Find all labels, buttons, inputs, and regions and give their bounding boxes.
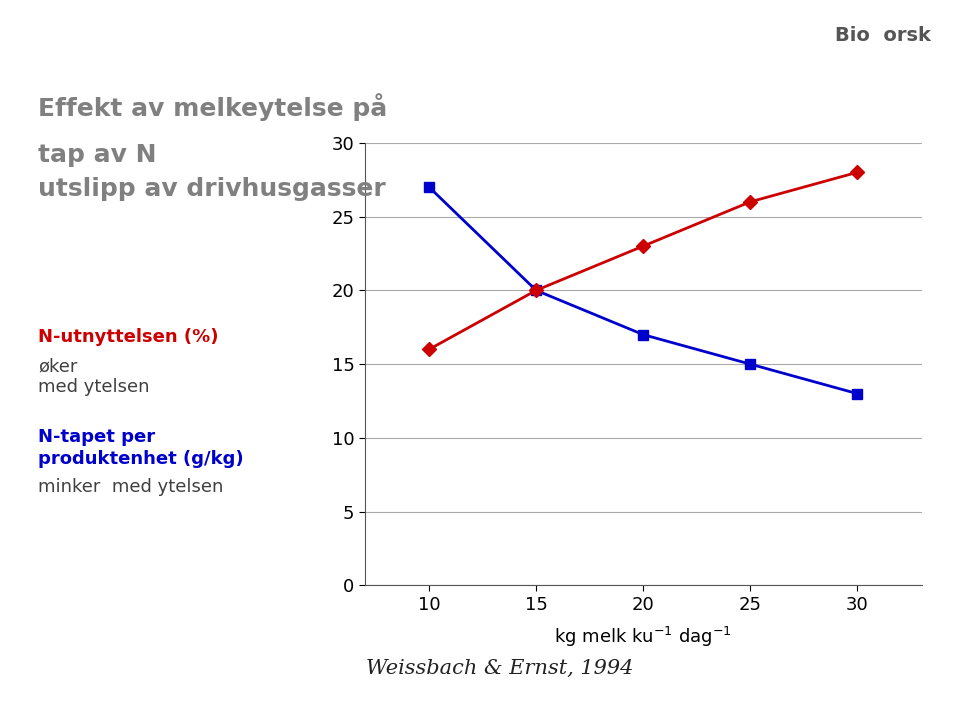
Text: minker  med ytelsen: minker med ytelsen	[38, 478, 224, 496]
Text: N-utnyttelsen (%): N-utnyttelsen (%)	[38, 328, 219, 346]
Text: med ytelsen: med ytelsen	[38, 378, 150, 396]
Text: Bio  orsk: Bio orsk	[835, 26, 931, 45]
Text: N-tapet per: N-tapet per	[38, 428, 156, 446]
Text: øker: øker	[38, 357, 78, 375]
Text: produktenhet (g/kg): produktenhet (g/kg)	[38, 450, 244, 468]
Text: utslipp av drivhusgasser: utslipp av drivhusgasser	[38, 177, 386, 201]
Text: Effekt av melkeytelse på: Effekt av melkeytelse på	[38, 93, 388, 121]
Text: tap av N: tap av N	[38, 143, 156, 167]
X-axis label: kg melk ku$^{-1}$ dag$^{-1}$: kg melk ku$^{-1}$ dag$^{-1}$	[554, 625, 732, 649]
Text: Weissbach & Ernst, 1994: Weissbach & Ernst, 1994	[366, 659, 633, 678]
